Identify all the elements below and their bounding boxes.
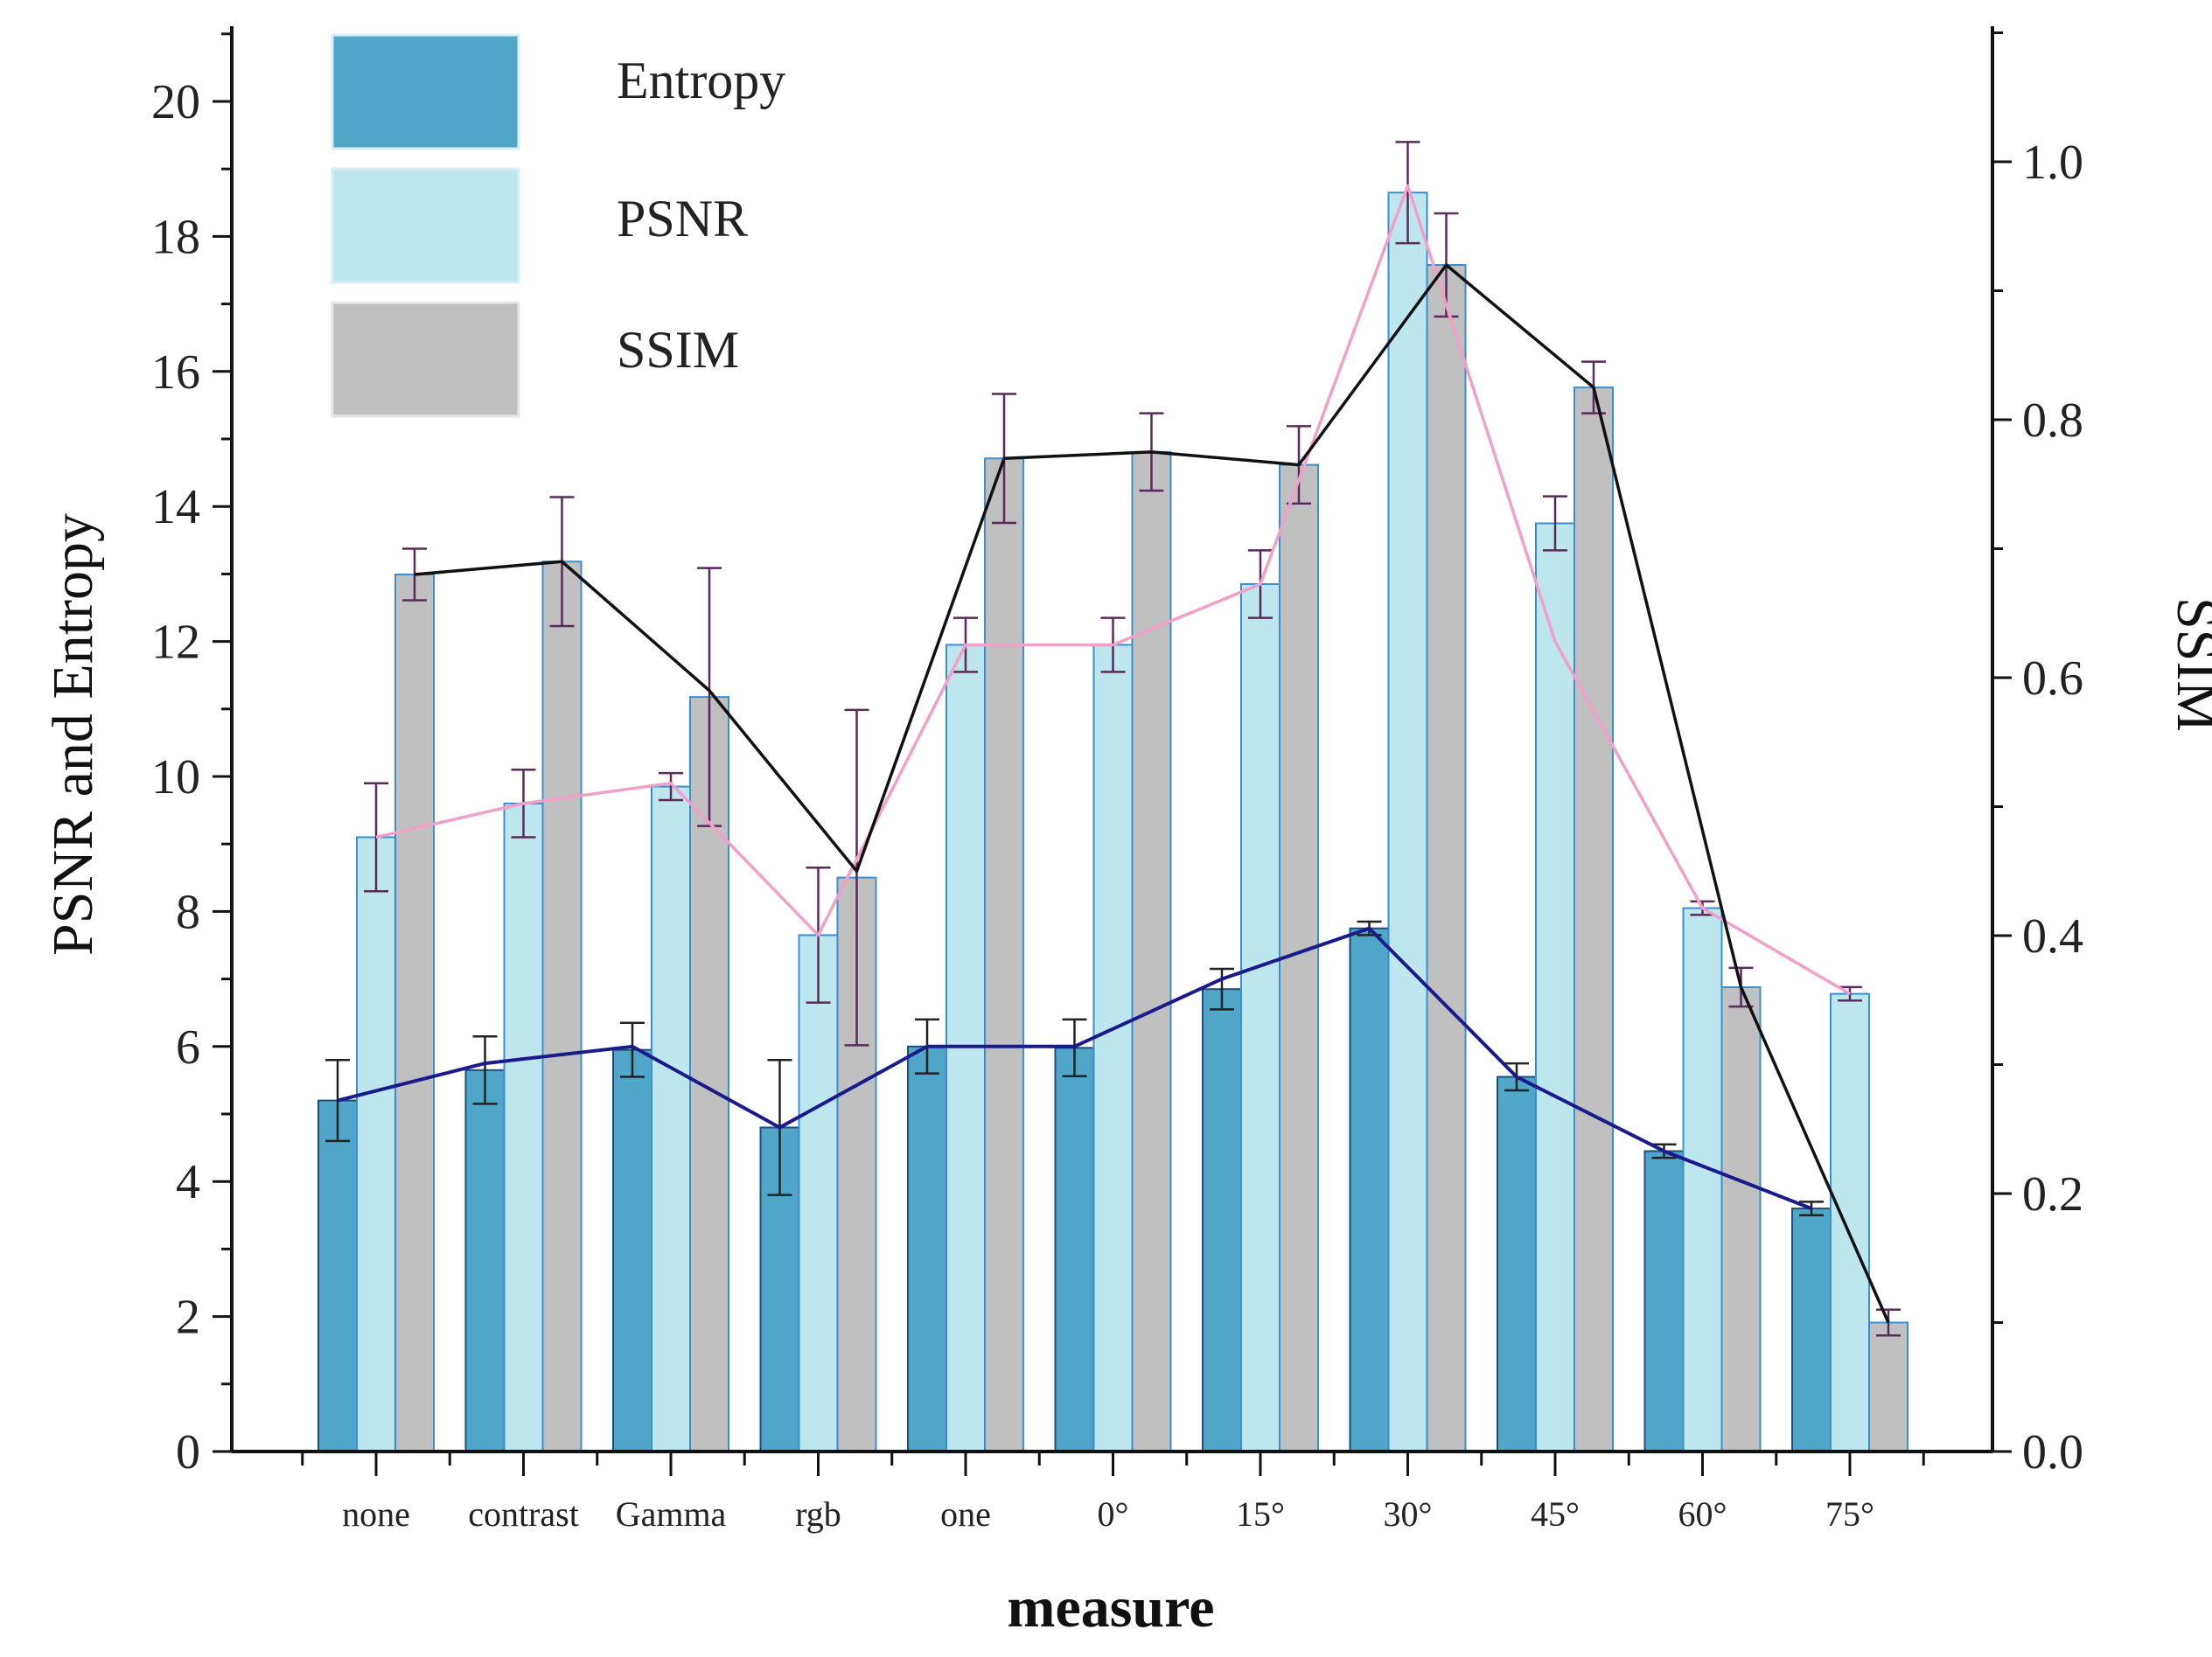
trend-line-layer [337, 184, 1890, 1324]
y2-tick-label: 0.2 [2022, 1167, 2083, 1222]
bar-entropy [1349, 927, 1390, 1452]
y2-tick-label: 1.0 [2022, 136, 2083, 190]
y-tick-label: 16 [151, 345, 200, 400]
bar-psnr [1830, 992, 1870, 1452]
bar-psnr [356, 836, 396, 1452]
bar-ssim [1868, 1321, 1908, 1452]
bar-entropy [612, 1048, 652, 1453]
y-tick-label: 2 [176, 1291, 200, 1345]
bar-entropy [1054, 1047, 1095, 1452]
y-tick-label: 12 [151, 616, 200, 670]
y-tick-label: 20 [151, 75, 200, 129]
y-tick-label: 0 [176, 1425, 200, 1479]
y-tick-label: 10 [151, 750, 200, 804]
bar-entropy [464, 1069, 506, 1452]
y2-axis-title: SSIM [2165, 597, 2212, 732]
x-tick-label: Gamma [616, 1494, 727, 1534]
bar-psnr [651, 785, 691, 1452]
legend-swatch-entropy [331, 33, 520, 150]
legend-swatch-ssim [331, 301, 520, 418]
bar-entropy [1497, 1076, 1537, 1453]
y-tick-label: 4 [176, 1155, 200, 1209]
y-axis-title: PSNR and Entropy [41, 513, 105, 956]
legend-label-psnr: PSNR [617, 190, 748, 247]
x-tick-label: 0° [1098, 1494, 1129, 1534]
legend: Entropy PSNR SSIM [331, 33, 785, 418]
x-tick-label: one [940, 1494, 991, 1534]
bar-psnr [798, 934, 839, 1453]
bar-ssim [394, 574, 435, 1452]
y-tick-label: 14 [151, 480, 200, 534]
bar-entropy [1643, 1150, 1685, 1452]
bar-ssim [541, 560, 583, 1452]
y-tick-label: 8 [176, 885, 200, 939]
trend-line-ssim [414, 263, 1890, 1324]
bar-entropy [1202, 988, 1242, 1453]
x-axis-title: measure [1007, 1576, 1214, 1640]
bar-ssim [1426, 264, 1467, 1452]
tick-label-layer: 0 2 4 6 8 10 12 14 16 18 20 0.0 0.2 0.4 0.6 0.8 1.0 none c… [151, 75, 2083, 1534]
bar-psnr [1240, 582, 1280, 1452]
bar-entropy [907, 1045, 947, 1453]
trend-line-entropy [337, 926, 1812, 1210]
x-tick-label: none [342, 1494, 410, 1534]
x-tick-label: 45° [1531, 1494, 1580, 1534]
legend-swatch-psnr [331, 167, 520, 284]
x-tick-label: 15° [1236, 1494, 1285, 1534]
bar-psnr [1535, 522, 1575, 1452]
bar-ssim [1574, 386, 1614, 1452]
legend-label-ssim: SSIM [617, 321, 739, 379]
bar-ssim [1720, 986, 1762, 1452]
bar-psnr [503, 802, 544, 1452]
bar-entropy [1791, 1208, 1832, 1452]
y2-tick-label: 0.0 [2022, 1425, 2083, 1479]
axes-layer [213, 26, 2012, 1476]
x-tick-label: contrast [468, 1494, 579, 1534]
y2-tick-label: 0.6 [2022, 651, 2083, 706]
y-tick-label: 18 [151, 210, 200, 264]
bar-psnr [1682, 907, 1723, 1453]
x-tick-label: 30° [1384, 1494, 1433, 1534]
bar-ssim [1131, 450, 1172, 1452]
y2-tick-label: 0.8 [2022, 393, 2083, 448]
bar-layer [317, 191, 1908, 1453]
x-tick-label: 75° [1825, 1494, 1874, 1534]
x-tick-label: rgb [795, 1494, 841, 1534]
trend-line-psnr [375, 184, 1851, 996]
y-tick-label: 6 [176, 1020, 200, 1075]
bar-entropy [317, 1099, 358, 1453]
bar-ssim [836, 876, 877, 1452]
bar-psnr [1092, 644, 1134, 1452]
y2-tick-label: 0.4 [2022, 909, 2083, 964]
bar-psnr [1387, 191, 1428, 1453]
bar-ssim [984, 457, 1024, 1452]
legend-label-entropy: Entropy [617, 52, 785, 109]
x-tick-label: 60° [1678, 1494, 1727, 1534]
